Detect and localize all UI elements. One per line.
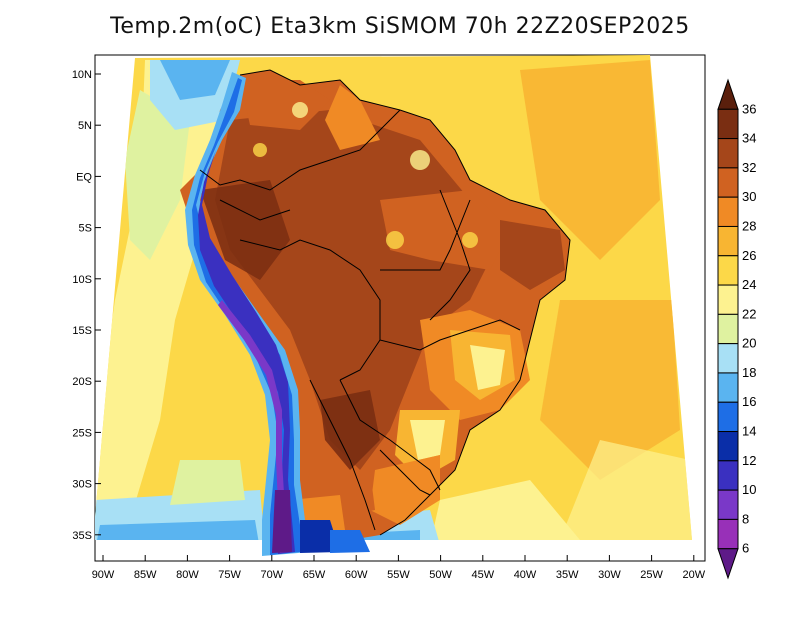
lat-tick-label: 10S [72, 274, 92, 286]
lon-tick-label: 60W [345, 569, 368, 581]
longitude-axis: 90W 85W 80W 75W 70W 65W 60W 55W 50W 45W 40W 35W 30W 2… [92, 555, 706, 581]
colorbar-bin [717, 78, 739, 110]
lat-tick-label: 15S [72, 325, 92, 337]
colorbar-label: 32 [742, 160, 756, 175]
colorbar-bin [717, 225, 739, 257]
temperature-field [95, 55, 692, 556]
colorbar-bin [717, 372, 739, 403]
latitude-axis: 10N 5N EQ 5S 10S 15S 20S 25S 30S 35S [72, 69, 101, 542]
lon-tick-label: 70W [260, 569, 283, 581]
lon-tick-label: 45W [471, 569, 494, 581]
lon-tick-label: 90W [92, 569, 115, 581]
colorbar-label: 14 [742, 424, 756, 439]
lon-tick-label: 55W [387, 569, 410, 581]
colorbar-label: 30 [742, 189, 756, 204]
colorbar-label: 20 [742, 336, 756, 351]
lat-tick-label: 30S [72, 479, 92, 491]
colorbar-bin [717, 548, 739, 580]
lon-tick-label: 25W [640, 569, 663, 581]
country-borders [199, 69, 571, 536]
lat-tick-label: 5N [78, 120, 92, 132]
colorbar-label: 16 [742, 394, 756, 409]
colorbar-bin [717, 489, 739, 520]
lat-tick-label: EQ [76, 171, 92, 183]
colorbar-bin [717, 167, 739, 198]
colorbar-bin [717, 518, 739, 550]
colorbar-bin [717, 284, 739, 315]
lon-tick-label: 80W [176, 569, 199, 581]
colorbar-bin [717, 255, 739, 286]
lon-tick-label: 40W [514, 569, 537, 581]
colorbar-bin [717, 313, 739, 345]
lat-tick-label: 10N [72, 69, 92, 81]
map-title: Temp.2m(oC) Eta3km SiSMOM 70h 22Z20SEP20… [110, 14, 690, 39]
colorbar-bin [717, 343, 739, 374]
lat-tick-label: 25S [72, 427, 92, 439]
colorbar-label: 8 [742, 511, 749, 526]
lon-tick-label: 35W [556, 569, 579, 581]
lon-tick-label: 75W [218, 569, 241, 581]
lat-tick-label: 20S [72, 376, 92, 388]
lat-tick-label: 5S [79, 223, 92, 235]
lat-tick-label: 35S [72, 530, 92, 542]
lon-tick-label: 50W [429, 569, 452, 581]
colorbar: 36 34 32 30 28 26 24 22 20 18 16 14 12 10 8 6 [717, 78, 756, 580]
colorbar-bin [717, 196, 739, 227]
colorbar-label: 10 [742, 482, 756, 497]
colorbar-label: 26 [742, 248, 756, 263]
colorbar-bin [717, 401, 739, 433]
colorbar-bin [717, 431, 739, 462]
colorbar-label: 28 [742, 218, 756, 233]
colorbar-label: 36 [742, 101, 756, 116]
colorbar-label: 34 [742, 131, 756, 146]
colorbar-label: 22 [742, 306, 756, 321]
colorbar-bin [717, 108, 739, 140]
colorbar-bin [717, 460, 739, 491]
lon-tick-label: 85W [134, 569, 157, 581]
lon-tick-label: 20W [682, 569, 705, 581]
colorbar-label: 6 [742, 541, 749, 556]
colorbar-label: 18 [742, 365, 756, 380]
colorbar-label: 24 [742, 277, 756, 292]
colorbar-bin [717, 138, 739, 169]
lon-tick-label: 30W [598, 569, 621, 581]
lon-tick-label: 65W [303, 569, 326, 581]
colorbar-label: 12 [742, 453, 756, 468]
